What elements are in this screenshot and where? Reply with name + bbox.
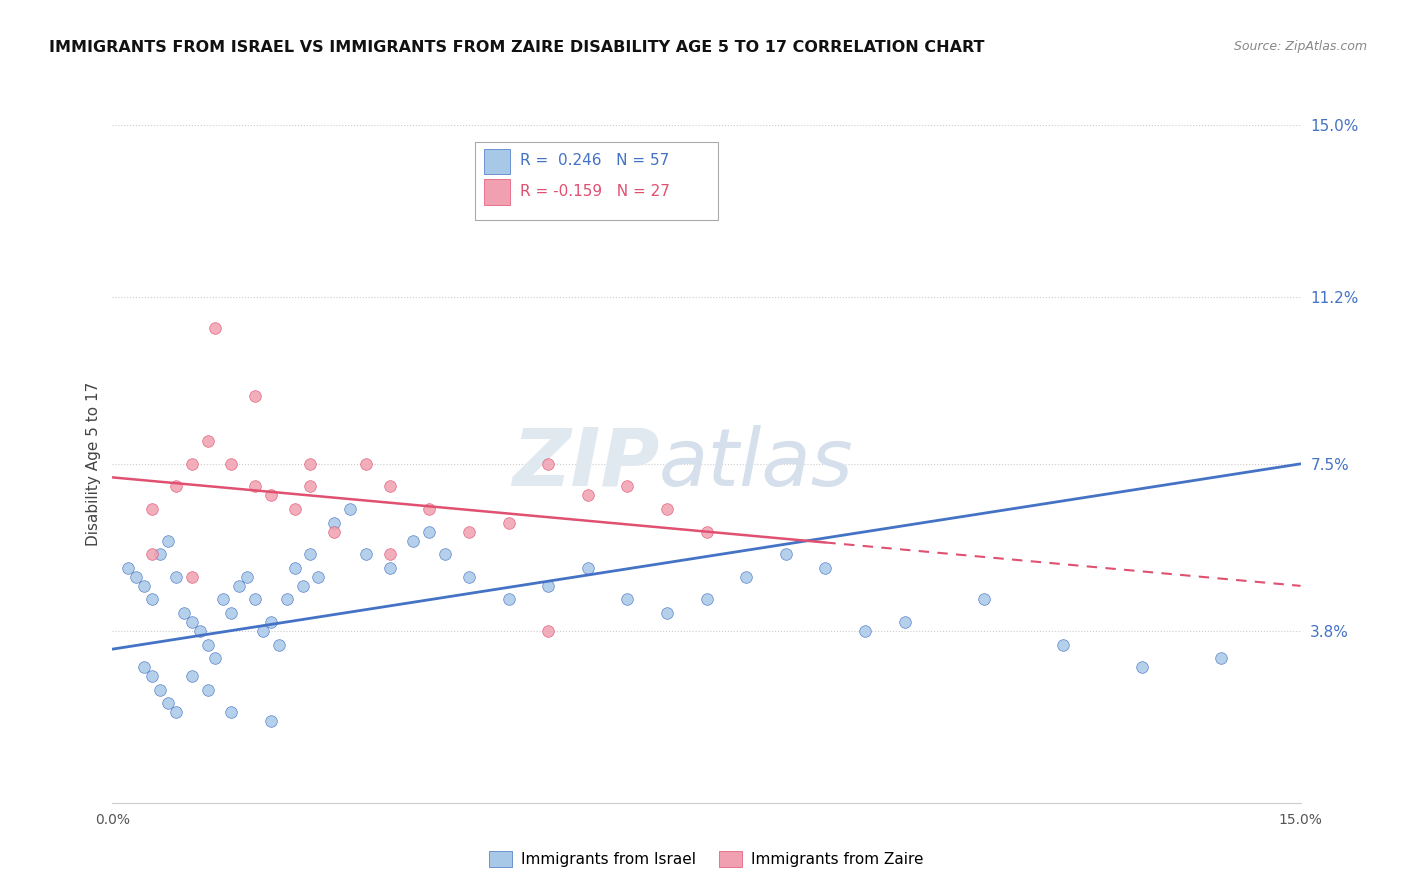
Point [267,638,290,652]
Point [252,624,274,638]
Point [149,547,172,561]
Point [219,606,243,620]
Point [141,547,163,561]
Point [197,638,219,652]
Point [307,570,329,584]
Point [219,457,243,471]
Point [243,592,266,607]
Point [378,547,401,561]
Point [378,561,401,575]
Point [537,457,560,471]
Point [498,592,520,607]
Point [228,579,250,593]
Point [418,524,440,539]
Bar [484,179,510,205]
Legend: Immigrants from Israel, Immigrants from Zaire: Immigrants from Israel, Immigrants from … [484,845,929,873]
Point [165,706,187,720]
Point [498,516,520,530]
Point [188,624,211,638]
Point [141,592,163,607]
Point [197,682,219,697]
Point [323,524,346,539]
Point [402,533,425,548]
Point [853,624,876,638]
Point [537,624,560,638]
Point [299,457,322,471]
Point [434,547,457,561]
Point [260,615,283,629]
Point [117,561,139,575]
Point [276,592,298,607]
Point [141,669,163,683]
Point [775,547,797,561]
Point [814,561,837,575]
Text: atlas: atlas [659,425,853,503]
Point [339,502,361,516]
Point [180,457,202,471]
Point [616,592,638,607]
Point [1130,660,1153,674]
Point [696,592,718,607]
Point [696,524,718,539]
Point [378,479,401,493]
Point [299,479,322,493]
Text: R = -0.159   N = 27: R = -0.159 N = 27 [520,184,669,199]
Y-axis label: Disability Age 5 to 17: Disability Age 5 to 17 [86,382,101,546]
Point [180,570,202,584]
Point [149,682,172,697]
Text: R =  0.246   N = 57: R = 0.246 N = 57 [520,153,669,169]
Point [323,516,346,530]
Point [236,570,259,584]
Bar [484,149,510,174]
Point [1052,638,1074,652]
Point [243,389,266,403]
Text: IMMIGRANTS FROM ISRAEL VS IMMIGRANTS FROM ZAIRE DISABILITY AGE 5 TO 17 CORRELATI: IMMIGRANTS FROM ISRAEL VS IMMIGRANTS FRO… [49,40,984,55]
Point [243,479,266,493]
Point [537,579,560,593]
Point [134,660,156,674]
Point [299,547,322,561]
Point [134,579,156,593]
FancyBboxPatch shape [475,142,718,219]
Point [125,570,148,584]
Point [458,524,481,539]
Point [893,615,915,629]
Point [354,457,377,471]
Point [735,570,758,584]
Point [260,714,283,729]
Point [165,479,187,493]
Point [204,321,226,335]
Point [141,502,163,516]
Text: Source: ZipAtlas.com: Source: ZipAtlas.com [1233,40,1367,54]
Point [180,669,202,683]
Point [354,547,377,561]
Point [165,570,187,584]
Point [284,561,307,575]
Point [219,706,243,720]
Point [156,533,179,548]
Point [260,488,283,502]
Point [173,606,195,620]
Point [655,502,678,516]
Point [212,592,235,607]
Point [655,606,678,620]
Point [284,502,307,516]
Text: ZIP: ZIP [512,425,659,503]
Point [576,561,599,575]
Point [1211,651,1233,665]
Point [291,579,314,593]
Point [576,488,599,502]
Point [197,434,219,449]
Point [616,479,638,493]
Point [973,592,995,607]
Point [180,615,202,629]
Point [156,697,179,711]
Point [204,651,226,665]
Point [418,502,440,516]
Point [458,570,481,584]
